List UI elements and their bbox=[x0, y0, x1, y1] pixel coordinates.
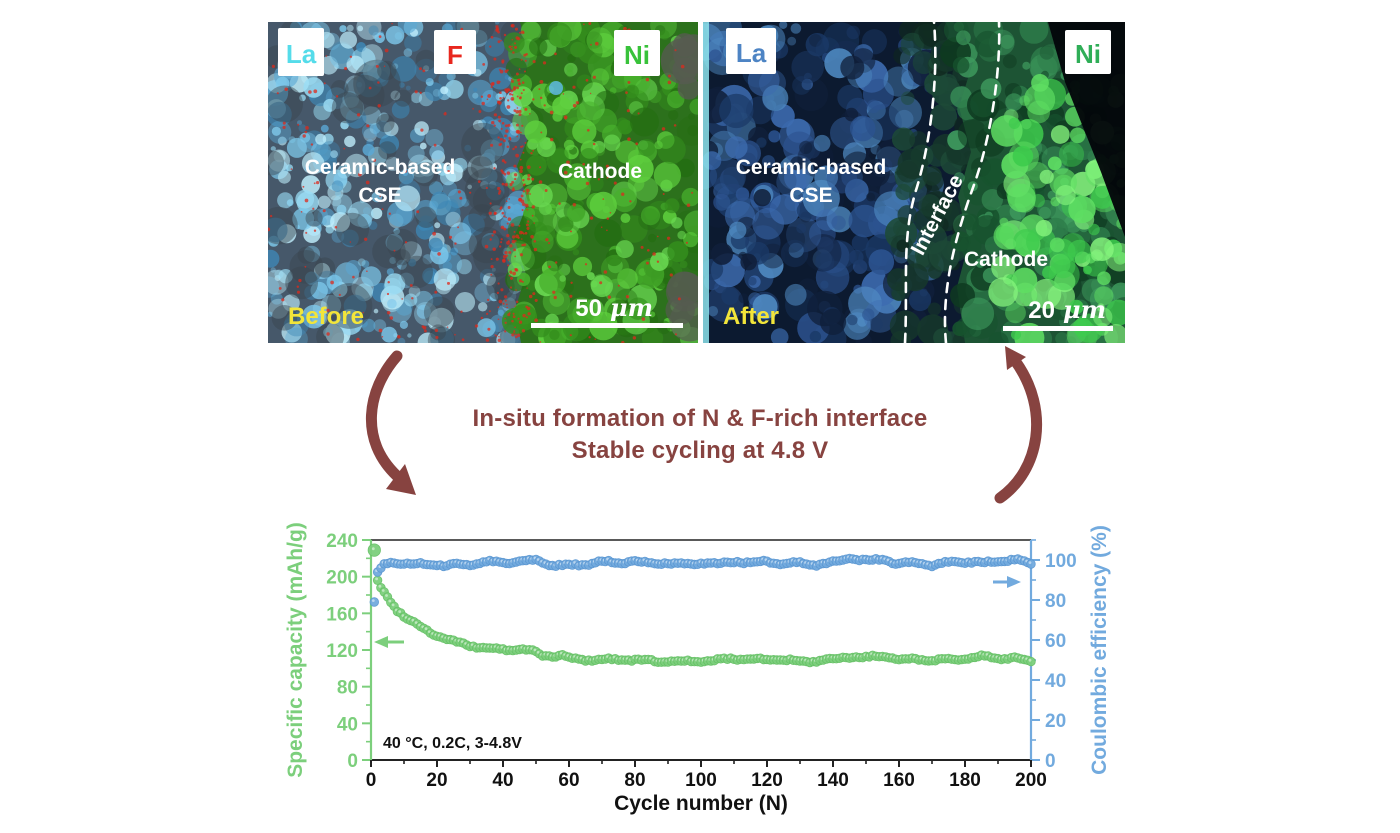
cse-region-label-line1: Ceramic-based bbox=[305, 156, 456, 179]
ni-label-box bbox=[1065, 30, 1111, 74]
x-axis-tick-label: 140 bbox=[817, 770, 849, 791]
left-axis-tick-label: 200 bbox=[326, 568, 358, 589]
la-label-box bbox=[278, 28, 324, 76]
chart-axes: 0 40 80 120 160 200 240 0 20 40 60 80 100 0 20 40 60 80 10… bbox=[326, 531, 1076, 791]
scale-unit: μm bbox=[1063, 295, 1106, 324]
right-axis-pointer-arrow-icon bbox=[1007, 576, 1021, 588]
x-axis-tick-label: 120 bbox=[751, 770, 783, 791]
right-axis-tick-label: 80 bbox=[1045, 591, 1066, 612]
chart-series bbox=[367, 543, 1036, 668]
cycle-arrow-up-icon bbox=[994, 346, 1043, 504]
x-axis-tick-label: 40 bbox=[492, 770, 513, 791]
cycle-arrow-down-icon bbox=[365, 350, 416, 495]
ni-label-box bbox=[614, 30, 660, 76]
left-axis-tick-label: 160 bbox=[326, 604, 358, 625]
scale-bar bbox=[1003, 326, 1113, 331]
cycling-performance-chart: 0 40 80 120 160 200 240 0 20 40 60 80 100 0 20 40 60 80 10… bbox=[284, 522, 1111, 815]
x-axis-tick-label: 100 bbox=[685, 770, 717, 791]
stage-label-after: After bbox=[723, 303, 779, 330]
x-axis-tick-label: 80 bbox=[624, 770, 645, 791]
la-element-label: La bbox=[736, 38, 767, 68]
cse-region-label-line1: Ceramic-based bbox=[736, 156, 887, 179]
after-texture bbox=[703, 22, 1125, 343]
x-axis-tick-label: 20 bbox=[426, 770, 447, 791]
left-axis-tick-label: 120 bbox=[326, 641, 358, 662]
la-label-box bbox=[726, 28, 776, 74]
cse-region-label-line2: CSE bbox=[358, 184, 401, 207]
test-conditions-annotation: 40 °C, 0.2C, 3-4.8V bbox=[383, 735, 522, 752]
left-axis-tick-label: 0 bbox=[347, 751, 358, 772]
x-axis-tick-label: 0 bbox=[366, 770, 377, 791]
eds-map-before: La F Ni Ceramic-based CSE Cathode Before… bbox=[268, 22, 698, 343]
scale-value: 20 bbox=[1028, 297, 1055, 324]
cathode-region-label: Cathode bbox=[558, 160, 642, 183]
caption: In-situ formation of N & F-rich interfac… bbox=[350, 403, 1050, 467]
left-axis-tick-label: 80 bbox=[337, 678, 358, 699]
x-axis-tick-label: 160 bbox=[883, 770, 915, 791]
right-axis-tick-label: 40 bbox=[1045, 671, 1066, 692]
right-axis-tick-label: 0 bbox=[1045, 751, 1056, 772]
stage-label-before: Before bbox=[288, 303, 364, 330]
x-axis-tick-label: 180 bbox=[949, 770, 981, 791]
la-element-label: La bbox=[286, 39, 317, 69]
cse-region-label-line2: CSE bbox=[789, 184, 832, 207]
f-label-box bbox=[434, 30, 476, 74]
x-axis-tick-label: 60 bbox=[558, 770, 579, 791]
ni-element-label: Ni bbox=[1075, 39, 1101, 69]
left-axis-tick-label: 240 bbox=[326, 531, 358, 552]
right-axis-tick-label: 60 bbox=[1045, 631, 1066, 652]
x-axis-title: Cycle number (N) bbox=[614, 792, 788, 815]
f-element-label: F bbox=[447, 40, 463, 70]
right-axis-tick-label: 100 bbox=[1045, 551, 1077, 572]
ni-element-label: Ni bbox=[624, 40, 650, 70]
scale-value: 50 bbox=[575, 295, 602, 322]
left-axis-tick-label: 40 bbox=[337, 714, 358, 735]
scale-bar bbox=[531, 323, 683, 328]
eds-map-after: La Ni Ceramic-based CSE Interface Cathod… bbox=[703, 22, 1125, 343]
scale-unit: μm bbox=[610, 293, 653, 322]
caption-line-1: In-situ formation of N & F-rich interfac… bbox=[472, 405, 928, 432]
caption-line-2: Stable cycling at 4.8 V bbox=[571, 437, 829, 464]
x-axis-tick-label: 200 bbox=[1015, 770, 1047, 791]
right-axis-tick-label: 20 bbox=[1045, 711, 1066, 732]
interface-dashed-outline bbox=[903, 22, 1001, 343]
left-axis-pointer-arrow-icon bbox=[374, 636, 388, 648]
efficiency-series bbox=[369, 553, 1036, 607]
left-axis-title: Specific capacity (mAh/g) bbox=[284, 522, 307, 778]
capacity-series bbox=[367, 543, 1036, 668]
cathode-region-label: Cathode bbox=[964, 248, 1048, 271]
right-axis-title: Coulombic efficiency (%) bbox=[1088, 525, 1111, 775]
